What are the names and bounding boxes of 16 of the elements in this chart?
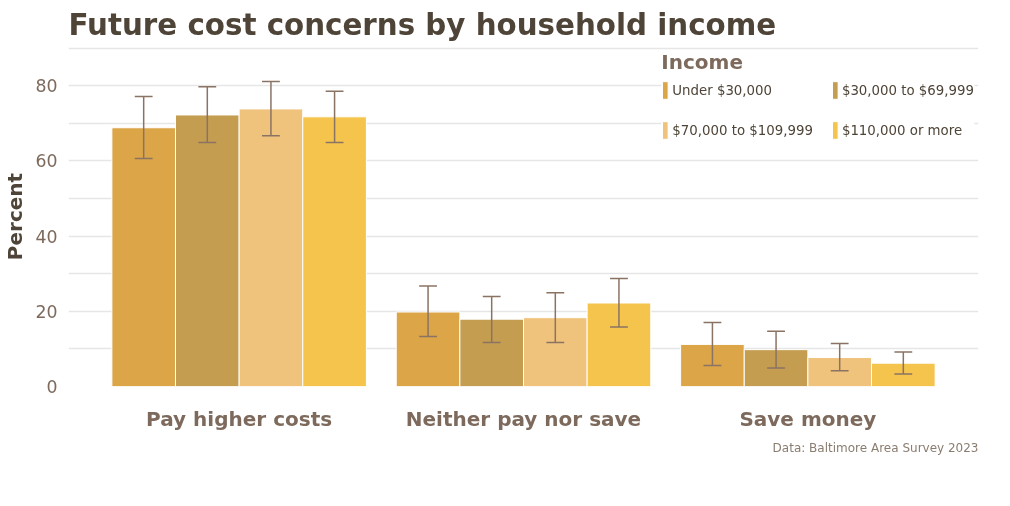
y-tick-label: 40 <box>35 226 58 247</box>
text: Data: Baltimore Area Survey 2023 <box>772 440 979 455</box>
legend-label: $70,000 to $109,999 <box>672 122 813 138</box>
y-tick-label: 20 <box>35 301 58 322</box>
legend-title: Income <box>661 50 744 74</box>
legend-label: Under $30,000 <box>672 82 773 98</box>
x-tick-label: Neither pay nor save <box>405 406 642 431</box>
y-tick-label: 0 <box>46 377 58 397</box>
legend-label: $30,000 to $69,999 <box>841 82 974 98</box>
x-tick-label: Save money <box>739 406 877 431</box>
y-tick-label: 60 <box>35 151 58 172</box>
y-tick-label: 80 <box>35 76 58 97</box>
chart-title: Future cost concerns by household income <box>68 7 777 42</box>
y-axis-title: Percent <box>3 172 28 261</box>
legend-label: $110,000 or more <box>841 122 963 138</box>
x-tick-label: Pay higher costs <box>146 406 333 431</box>
